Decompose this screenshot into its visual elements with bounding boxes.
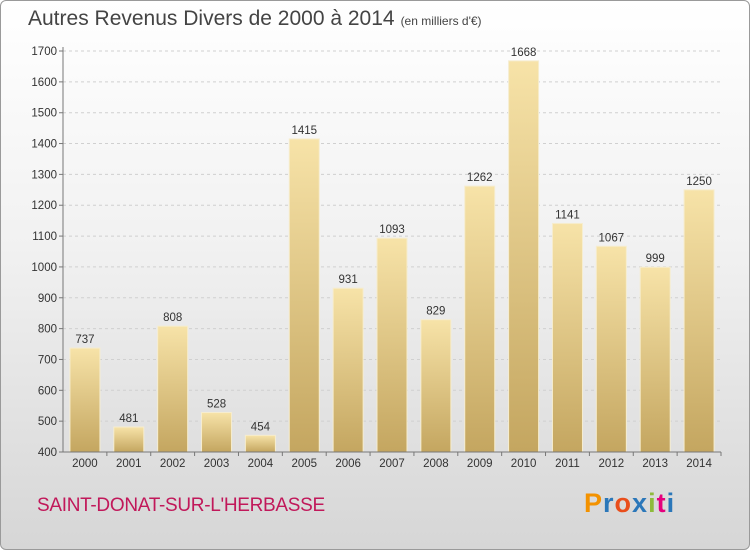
bar-2002 (157, 325, 189, 453)
bar-value-label: 528 (207, 399, 226, 411)
bar-value-label: 1141 (555, 209, 580, 221)
x-tick-label: 2010 (511, 458, 537, 470)
logo-letter: r (603, 488, 615, 518)
logo-letter: i (648, 488, 657, 518)
y-tick-label: 600 (38, 385, 57, 397)
bar-value-label: 1093 (379, 224, 405, 236)
bar-value-label: 829 (426, 306, 445, 318)
x-tick-label: 2001 (116, 458, 142, 470)
bar-2005 (288, 138, 320, 453)
bar-2008 (420, 319, 452, 453)
bar-value-label: 737 (75, 334, 94, 346)
place-name: SAINT-DONAT-SUR-L'HERBASSE (37, 495, 325, 516)
x-tick-label: 2012 (599, 458, 625, 470)
x-tick-label: 2005 (291, 458, 317, 470)
chart-title-text: Autres Revenus Divers de 2000 à 2014 (28, 7, 395, 30)
bar-2004 (244, 434, 276, 453)
logo-letter: t (656, 488, 667, 518)
bar-value-label: 1067 (599, 232, 625, 244)
x-tick-label: 2002 (160, 458, 186, 470)
logo-letter: i (666, 488, 676, 518)
y-tick-label: 1600 (31, 77, 57, 89)
x-tick-label: 2006 (335, 458, 361, 470)
axes: 400 500 600 700 800 900 1000 1100 1200 1300 1400 15… (31, 46, 722, 470)
logo-letter: o (614, 488, 633, 518)
chart-title: Autres Revenus Divers de 2000 à 2014 (en … (28, 7, 482, 31)
bar-2001 (113, 426, 145, 453)
y-tick-label: 900 (38, 293, 57, 305)
bar-value-label: 1668 (511, 47, 537, 59)
bar-value-label: 808 (163, 312, 182, 324)
y-tick-label: 1400 (31, 139, 57, 151)
y-tick-label: 1100 (32, 231, 57, 243)
bar-2003 (201, 412, 233, 453)
x-tick-label: 2008 (423, 458, 449, 470)
bar-2010 (508, 60, 540, 453)
bar-value-label: 1250 (686, 176, 712, 188)
x-tick-label: 2007 (379, 458, 405, 470)
y-tick-label: 500 (38, 416, 57, 428)
proxiti-logo[interactable]: Proxiti (584, 488, 675, 519)
bar-value-label: 1415 (291, 125, 317, 137)
y-tick-label: 700 (38, 354, 57, 366)
bar-value-label: 1262 (467, 172, 493, 184)
y-tick-label: 1500 (31, 108, 57, 120)
bar-2007 (376, 237, 408, 453)
bar-2011 (551, 222, 583, 453)
x-tick-label: 2000 (72, 458, 98, 470)
bar-2012 (595, 245, 627, 453)
bar-2013 (639, 266, 671, 453)
y-tick-label: 400 (38, 447, 57, 459)
y-tick-label: 1000 (31, 262, 57, 274)
logo-letter: x (632, 488, 649, 518)
y-tick-label: 800 (38, 324, 57, 336)
x-tick-label: 2013 (642, 458, 668, 470)
x-tick-label: 2011 (555, 458, 580, 470)
y-tick-label: 1200 (31, 200, 57, 212)
bar-2009 (464, 185, 496, 453)
bar-2014 (683, 189, 715, 453)
bar-value-label: 931 (339, 274, 358, 286)
bars: 737 481 808 528 454 1415 931 1093 829 1262 1668 114… (69, 47, 715, 453)
logo-letter: P (584, 488, 604, 518)
x-tick-label: 2009 (467, 458, 493, 470)
bar-2000 (69, 347, 101, 453)
bar-value-label: 454 (251, 421, 271, 433)
bar-value-label: 481 (119, 413, 138, 425)
x-tick-label: 2014 (686, 458, 712, 470)
y-tick-label: 1700 (31, 46, 57, 58)
bar-2006 (332, 287, 364, 453)
x-tick-label: 2003 (204, 458, 230, 470)
bar-value-label: 999 (646, 253, 665, 265)
y-tick-label: 1300 (31, 169, 57, 181)
x-tick-label: 2004 (248, 458, 274, 470)
chart-subtitle: (en milliers d'€) (400, 14, 482, 28)
